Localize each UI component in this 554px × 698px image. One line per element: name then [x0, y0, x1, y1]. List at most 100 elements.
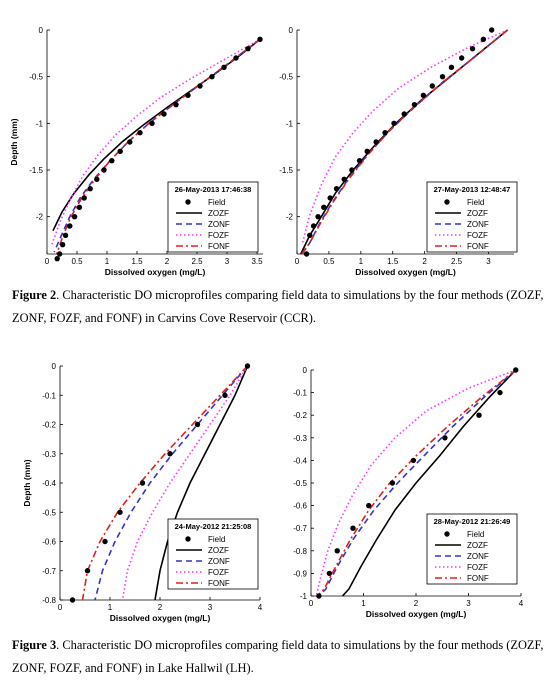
series-line-fonf [81, 365, 249, 601]
legend-timestamp: 28-May-2012 21:26:49 [434, 517, 511, 526]
legend-box [426, 513, 518, 585]
x-tick-label: 2.5 [191, 257, 203, 266]
field-data-point [76, 204, 83, 211]
legend-label-fozf: FOZF [208, 231, 229, 240]
field-data-point [244, 363, 251, 369]
field-data-point [439, 73, 446, 80]
y-tick-label: -1.5 [29, 166, 43, 175]
fig2-right-svg: 0 0.5 1 1.5 2 2.5 3 0 -0.5 -1 -1.5 -2 Dissolved oxyg… [279, 26, 518, 277]
field-data-point [137, 129, 143, 136]
y-tick-label: 0 [303, 366, 308, 375]
field-data-point [117, 509, 123, 515]
legend-label-field: Field [208, 535, 225, 544]
y-tick-label: -0.3 [293, 434, 307, 443]
x-axis-label: Dissolved oxygen (mg/L) [355, 267, 456, 277]
field-data-point [458, 55, 465, 61]
x-tick-label: 3 [225, 257, 230, 266]
y-tick-label: -0.6 [42, 538, 56, 547]
x-tick-label: 0 [295, 257, 300, 266]
field-data-point [173, 101, 179, 108]
field-data-point [161, 111, 167, 117]
y-tick-label: -0.1 [42, 391, 56, 400]
field-data-point [221, 64, 227, 71]
legend-label-zozf: ZOZF [208, 209, 229, 218]
legend-marker-field [444, 531, 450, 537]
field-data-point [109, 157, 115, 164]
y-tick-label: -0.4 [42, 479, 56, 488]
field-data-point [364, 148, 370, 155]
y-axis-label: Depth (mm) [9, 118, 19, 165]
field-data-point [117, 148, 123, 155]
field-data-point [334, 548, 340, 554]
legend-box [167, 181, 259, 253]
x-axis-label: Dissolved oxygen (mg/L) [366, 609, 467, 619]
x-tick-label: 3 [208, 603, 213, 612]
legend-label-fozf: FOZF [467, 231, 488, 240]
x-tick-label: 3.5 [251, 257, 263, 266]
figure2-label: Figure 2 [12, 288, 57, 302]
series-line-fozf [51, 38, 261, 245]
x-tick-label: 2 [422, 257, 427, 266]
legend-timestamp: 24-May-2012 21:25:08 [175, 522, 252, 531]
y-tick-label: -0.2 [42, 421, 56, 430]
field-data-point [410, 457, 417, 464]
field-data-point [327, 195, 333, 201]
field-data-point [71, 213, 78, 220]
x-tick-label: 2 [165, 257, 170, 266]
y-tick-label: -0.9 [293, 569, 307, 578]
fig3-right-chart: 0 1 2 3 4 0 -0.1 -0.2 -0.3 -0.4 -0.5 -0.6 -0.7 -0.8 -0… [277, 356, 554, 619]
field-data-point [94, 176, 100, 183]
field-data-point [333, 185, 340, 192]
legend-label-zonf: ZONF [467, 552, 489, 561]
legend-timestamp: 27-May-2013 12:48:47 [434, 185, 511, 194]
field-data-point [420, 92, 427, 99]
legend-label-field: Field [208, 198, 225, 207]
field-data-point [84, 568, 91, 574]
field-data-point [366, 502, 372, 509]
field-data-point [341, 176, 347, 183]
y-tick-label: -0.6 [293, 502, 307, 511]
field-data-point [476, 412, 482, 418]
fig2-left-chart: 0 0.5 1 1.5 2 2.5 3 3.5 0 -0.5 -1 -1.5 -2 Dissolved o… [0, 8, 275, 283]
series-line-fozf [315, 369, 517, 597]
y-tick-label: -2 [36, 213, 44, 222]
legend-marker-field [444, 199, 450, 205]
x-tick-label: 2 [158, 603, 163, 612]
legend-box [426, 181, 518, 253]
series-line-fonf [316, 369, 517, 597]
field-data-point [350, 525, 356, 531]
field-data-point [127, 139, 133, 145]
figure3-caption-text: . Characteristic DO microprofiles compar… [12, 638, 544, 675]
legend-label-fonf: FONF [208, 579, 230, 588]
field-data-point [411, 101, 418, 108]
series-line-zozf [341, 369, 517, 597]
figure2-caption-text: . Characteristic DO microprofiles compar… [12, 288, 544, 325]
x-tick-label: 0.5 [71, 257, 83, 266]
legend-marker-field [185, 199, 191, 205]
field-data-point [233, 55, 239, 61]
legend-label-field: Field [467, 530, 484, 539]
y-tick-label: -0.2 [293, 411, 307, 420]
y-tick-label: -1 [286, 119, 294, 128]
field-data-point [209, 73, 215, 80]
y-tick-label: -0.8 [293, 547, 307, 556]
legend-label-fonf: FONF [467, 574, 489, 583]
field-data-point [326, 570, 333, 577]
x-tick-label: 0 [45, 257, 50, 266]
field-data-point [307, 232, 313, 239]
field-data-point [488, 27, 495, 33]
x-tick-label: 2.5 [451, 257, 463, 266]
field-data-point [257, 36, 263, 43]
legend-label-fozf: FOZF [208, 568, 229, 577]
series-line-fozf [121, 365, 249, 601]
field-data-point [149, 120, 155, 127]
y-tick-label: -1.5 [279, 166, 293, 175]
y-tick-label: -0.5 [42, 508, 56, 517]
fig3-left-chart: 0 1 2 3 4 0 -0.1 -0.2 -0.3 -0.4 -0.5 -0.6 -0.7 -0.8 Di… [0, 356, 275, 623]
x-tick-label: 3 [486, 257, 491, 266]
field-data-point [54, 255, 60, 262]
legend-label-zonf: ZONF [467, 220, 489, 229]
field-data-point [69, 597, 76, 603]
x-axis-label: Dissolved oxygen (mg/L) [105, 267, 206, 277]
field-data-point [349, 167, 355, 173]
